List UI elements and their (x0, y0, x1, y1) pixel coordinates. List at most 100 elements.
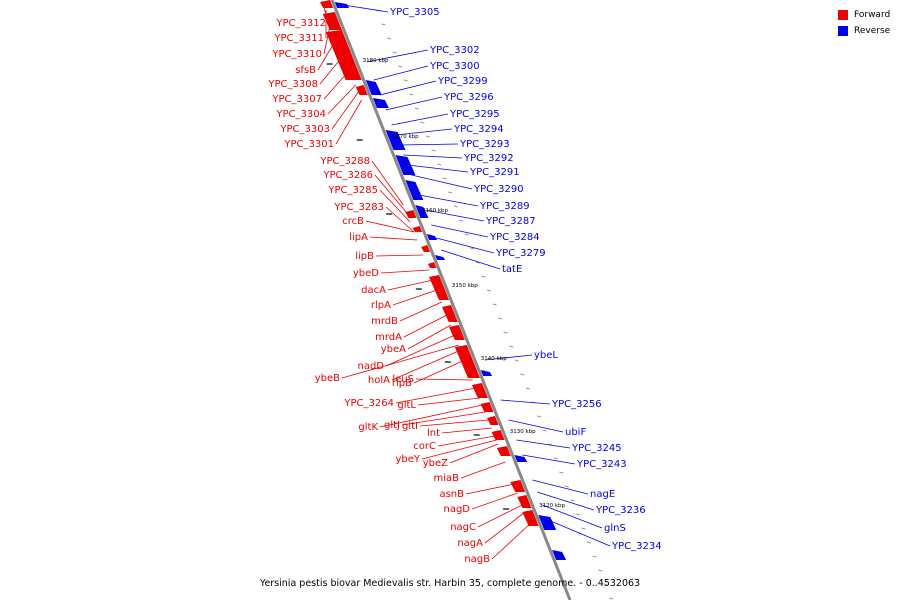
axis-tick (431, 149, 436, 152)
reverse-gene-connector (522, 454, 576, 465)
reverse-gene-label-tate: tatE (502, 264, 522, 275)
reverse-gene-label-ypc-3295: YPC_3295 (449, 109, 500, 120)
axis-tick (392, 51, 397, 54)
reverse-gene-label-ypc-3284: YPC_3284 (489, 232, 540, 243)
forward-gene-label-ypc-3301: YPC_3301 (283, 139, 334, 150)
forward-feature-block (427, 262, 437, 268)
reverse-gene-connector (484, 354, 533, 361)
forward-gene-label-ypc-3286: YPC_3286 (322, 170, 373, 181)
forward-gene-label-ybez: ybeZ (423, 458, 448, 469)
reverse-feature-block (426, 234, 438, 240)
reverse-gene-label-ybel: ybeL (534, 350, 558, 361)
reverse-gene-connector (343, 4, 389, 13)
reverse-gene-label-ypc-3299: YPC_3299 (437, 76, 488, 87)
axis-tick (420, 121, 425, 124)
axis-tick (509, 345, 514, 348)
forward-gene-connector (322, 1, 329, 24)
forward-gene-connector (399, 301, 442, 322)
axis-tick (609, 597, 614, 600)
forward-gene-connector (484, 511, 526, 544)
axis-tick (403, 79, 408, 82)
forward-gene-label-mrdb: mrdB (371, 316, 398, 327)
reverse-feature-block (435, 255, 446, 260)
reverse-gene-label-ypc-3243: YPC_3243 (576, 459, 627, 470)
axis-tick (409, 93, 414, 96)
axis-tick (448, 191, 453, 194)
forward-gene-connector (403, 314, 448, 338)
forward-feature-block (522, 510, 539, 526)
forward-gene-connector (387, 279, 434, 291)
forward-feature-block (496, 446, 511, 456)
forward-feature-block (480, 402, 494, 412)
scale-label: 3170 kbp (393, 134, 419, 140)
axis-tick (464, 233, 469, 236)
reverse-gene-connector (436, 237, 495, 254)
forward-gene-label-sfsb: sfsB (295, 65, 316, 76)
reverse-feature-block (415, 205, 429, 218)
reverse-gene-connector (379, 80, 437, 96)
forward-gene-label-corc: corC (413, 441, 436, 452)
axis-tick (553, 457, 558, 460)
reverse-gene-connector (399, 143, 459, 146)
axis-tick (453, 205, 458, 208)
axis-tick (520, 373, 525, 376)
axis-tick (592, 555, 597, 558)
reverse-gene-connector (385, 96, 443, 111)
axis-tick (525, 387, 531, 390)
forward-gene-connector (385, 334, 456, 367)
forward-gene-label-mrda: mrdA (375, 332, 402, 343)
forward-gene-label-gltk: gltK (358, 422, 378, 433)
axis-tick (414, 107, 419, 110)
reverse-gene-connector (395, 128, 453, 136)
reverse-gene-connector (425, 209, 485, 222)
reverse-gene-connector (411, 174, 473, 190)
axis-tick (564, 485, 569, 488)
forward-gene-label-ypc-3308: YPC_3308 (267, 79, 318, 90)
forward-feature-block (471, 383, 488, 398)
legend-forward-label: Forward (854, 10, 891, 20)
genome-axis (330, 0, 572, 600)
scale-label: 3130 kbp (510, 429, 536, 435)
reverse-gene-label-ypc-3287: YPC_3287 (485, 216, 536, 227)
axis-tick (459, 219, 464, 222)
legend-reverse-swatch (838, 26, 848, 36)
axis-tick (559, 471, 564, 474)
reverse-gene-label-ypc-3302: YPC_3302 (429, 45, 480, 56)
reverse-feature-block (538, 515, 557, 530)
reverse-gene-connector (516, 439, 571, 449)
forward-gene-label-ypc-3307: YPC_3307 (271, 94, 322, 105)
scale-label: 3160 kbp (422, 208, 448, 214)
forward-feature-block (454, 345, 480, 378)
scale-label: 3180 kbp (363, 58, 389, 64)
reverse-gene-label-ypc-3292: YPC_3292 (463, 153, 514, 164)
forward-gene-label-naga: nagA (457, 538, 483, 549)
forward-gene-connector (449, 443, 499, 464)
forward-gene-label-nagc: nagC (450, 522, 476, 533)
forward-gene-connector (379, 404, 483, 428)
forward-gene-label-gltl: gltL (397, 400, 416, 411)
forward-gene-connector (491, 523, 531, 560)
forward-feature-block (412, 226, 423, 232)
reverse-gene-connector (366, 49, 429, 63)
reverse-gene-connector (508, 419, 564, 433)
axis-tick (503, 331, 508, 334)
forward-gene-label-nagb: nagB (464, 554, 490, 565)
reverse-gene-label-ypc-3256: YPC_3256 (551, 399, 602, 410)
reverse-gene-label-ypc-3293: YPC_3293 (459, 139, 510, 150)
forward-gene-label-asnb: asnB (439, 489, 464, 500)
forward-gene-connector (317, 37, 338, 71)
axis-tick (575, 513, 581, 516)
forward-gene-label-nagd: nagD (443, 504, 470, 515)
forward-gene-label-rlpa: rlpA (371, 300, 391, 311)
reverse-feature-block (365, 80, 382, 95)
forward-gene-connector (421, 439, 497, 460)
reverse-gene-connector (419, 194, 479, 207)
forward-feature-block (448, 325, 465, 340)
forward-gene-label-rlpb: rlpB (392, 378, 412, 389)
reverse-gene-label-ypc-3234: YPC_3234 (611, 541, 662, 552)
reverse-feature-block (552, 550, 567, 560)
reverse-gene-label-ubif: ubiF (565, 427, 586, 438)
forward-gene-connector (369, 236, 418, 241)
forward-gene-label-miab: miaB (433, 473, 459, 484)
